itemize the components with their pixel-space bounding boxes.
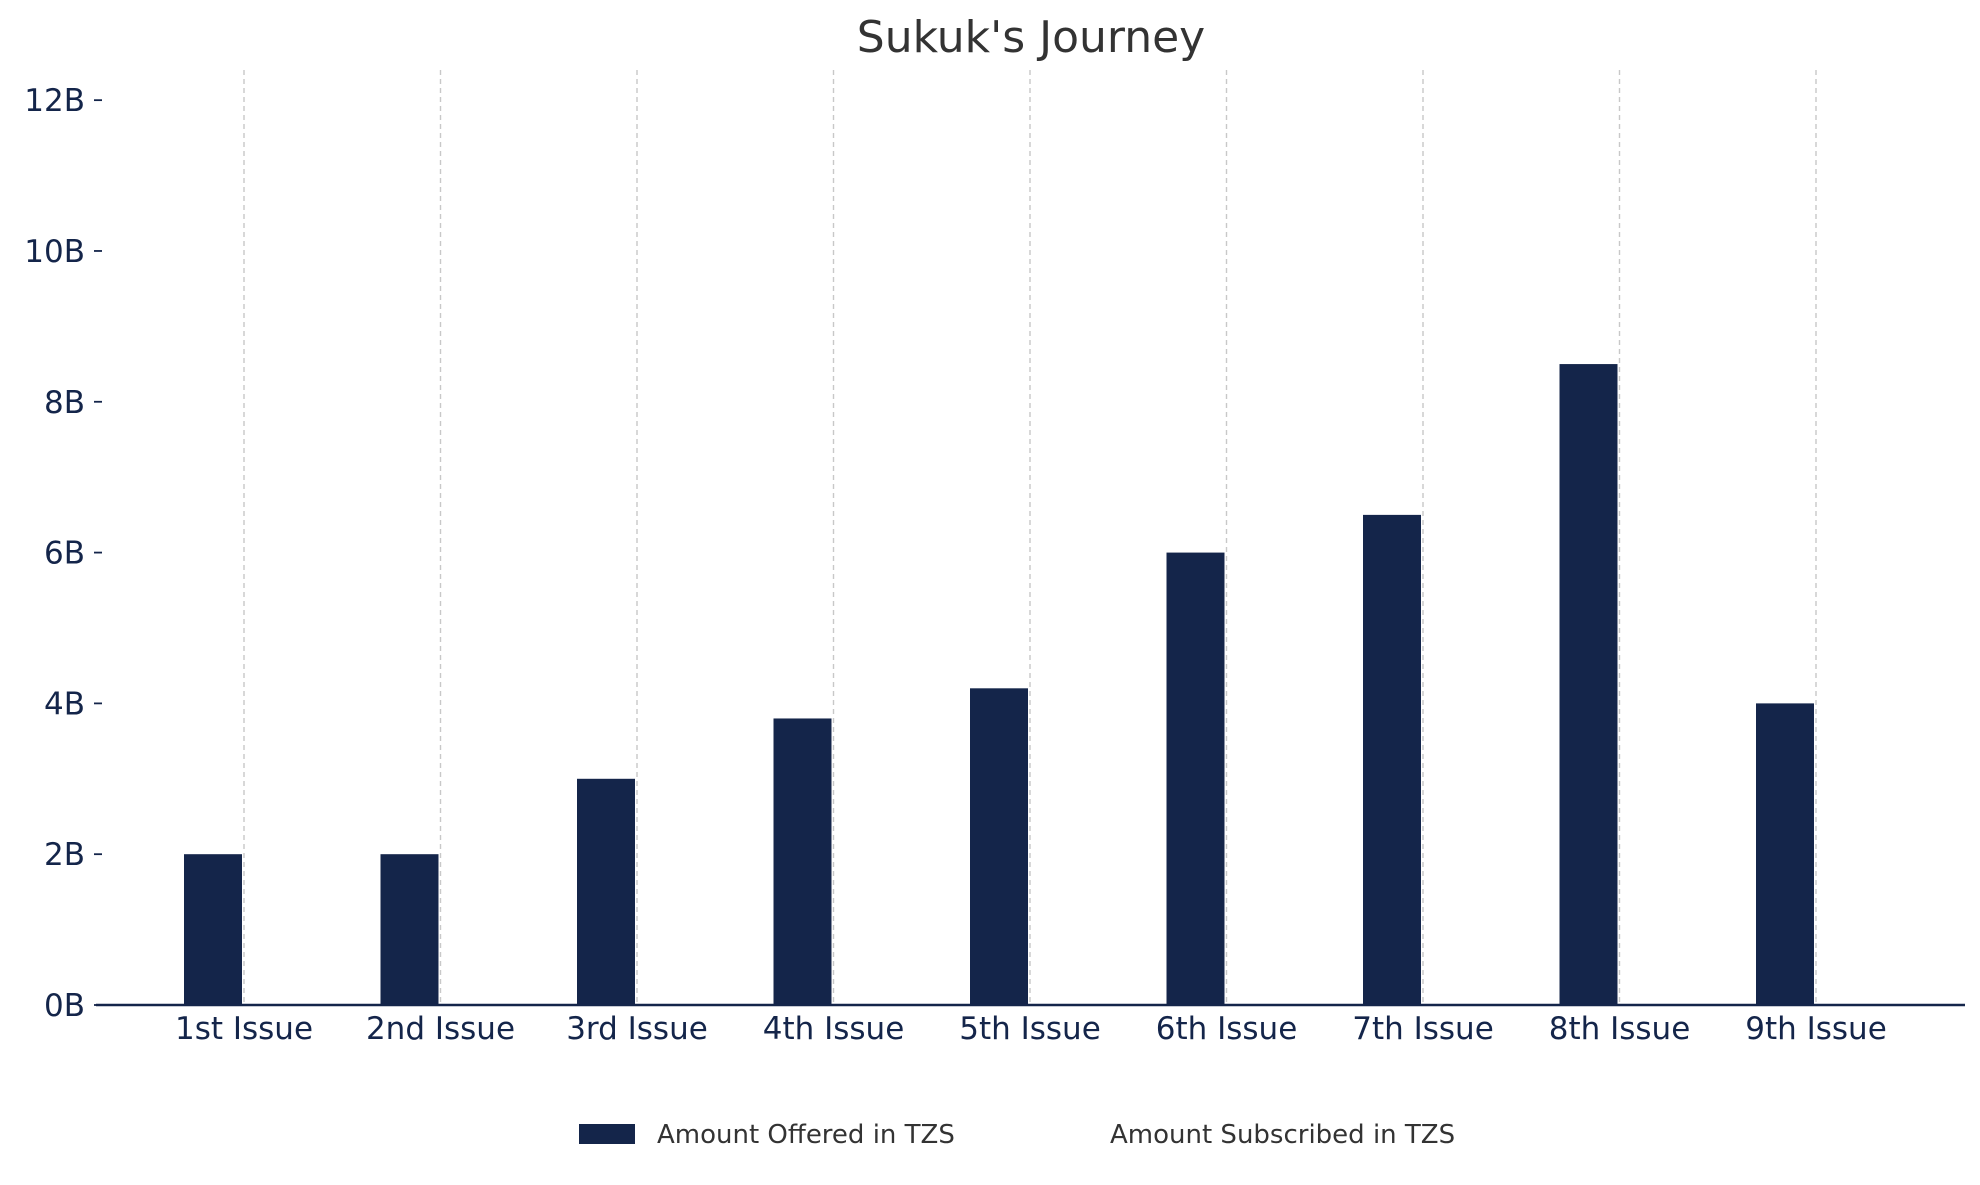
x-tick-label: 1st Issue (175, 1011, 313, 1047)
chart-title: Sukuk's Journey (857, 12, 1205, 63)
bar-offered (184, 854, 242, 1005)
grid-lines (243, 70, 1817, 1005)
bar-offered (773, 718, 832, 1005)
bar-offered (577, 778, 635, 1005)
y-tick-label: 4B (44, 686, 85, 722)
y-tick-label: 10B (24, 234, 85, 270)
y-tick-label: 0B (44, 988, 85, 1024)
y-tick-label: 8B (44, 385, 85, 421)
bar-offered (1166, 552, 1225, 1005)
legend-swatch-offered (579, 1124, 635, 1144)
y-tick-label: 2B (44, 837, 85, 873)
bar-offered (1363, 514, 1421, 1005)
x-tick-label: 3rd Issue (566, 1011, 708, 1047)
legend-swatch-subscribed (1031, 1124, 1087, 1144)
bar-offered (1559, 364, 1618, 1005)
axes: 0B 2B 4B 6B 8B 10B 12B 1st Issue 2nd Issue 3rd Is… (24, 83, 1965, 1047)
x-tick-label: 6th Issue (1156, 1011, 1298, 1047)
legend-label-offered: Amount Offered in TZS (657, 1120, 955, 1150)
x-tick-label: 9th Issue (1745, 1011, 1887, 1047)
bar-offered (380, 854, 439, 1005)
x-tick-label: 5th Issue (959, 1011, 1101, 1047)
bar-offered (970, 688, 1028, 1005)
bar-offered (1756, 703, 1814, 1005)
y-tick-label: 12B (24, 83, 85, 119)
x-tick-label: 2nd Issue (366, 1011, 515, 1047)
legend: Amount Offered in TZS Amount Subscribed i… (579, 1120, 1455, 1150)
bars (184, 364, 1814, 1005)
x-tick-label: 8th Issue (1549, 1011, 1691, 1047)
x-tick-label: 4th Issue (763, 1011, 905, 1047)
y-tick-label: 6B (44, 536, 85, 572)
legend-label-subscribed: Amount Subscribed in TZS (1110, 1120, 1455, 1150)
x-tick-label: 7th Issue (1352, 1011, 1494, 1047)
